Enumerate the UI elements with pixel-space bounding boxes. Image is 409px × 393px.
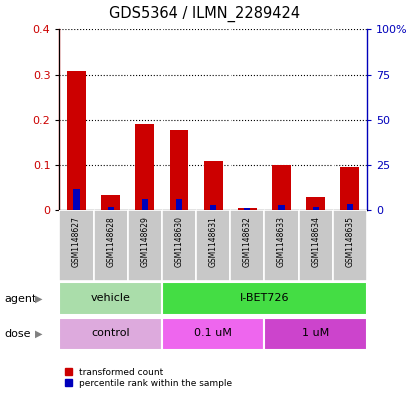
Bar (312, 207, 318, 210)
Bar (93, 210, 128, 281)
Bar (162, 318, 264, 350)
Text: GSM1148627: GSM1148627 (72, 216, 81, 267)
Bar (162, 210, 196, 281)
Bar (196, 210, 230, 281)
Bar (264, 210, 298, 281)
Text: ▶: ▶ (35, 329, 43, 339)
Text: dose: dose (4, 329, 31, 339)
Text: GSM1148633: GSM1148633 (276, 216, 285, 267)
Bar (175, 198, 182, 210)
Bar (169, 130, 188, 210)
Bar (101, 195, 120, 210)
Text: GSM1148629: GSM1148629 (140, 216, 149, 267)
Bar (237, 208, 256, 210)
Bar (128, 210, 162, 281)
Text: GSM1148630: GSM1148630 (174, 216, 183, 267)
Bar (73, 189, 79, 210)
Text: agent: agent (4, 294, 36, 304)
Bar (278, 205, 284, 210)
Text: GSM1148635: GSM1148635 (344, 216, 353, 267)
Text: 1 uM: 1 uM (301, 328, 328, 338)
Text: GSM1148634: GSM1148634 (310, 216, 319, 267)
Bar (59, 283, 162, 315)
Text: vehicle: vehicle (90, 293, 130, 303)
Bar (142, 198, 148, 210)
Bar (59, 318, 162, 350)
Bar (59, 210, 93, 281)
Bar (107, 207, 113, 210)
Bar (162, 283, 366, 315)
Text: GSM1148632: GSM1148632 (242, 216, 251, 267)
Text: I-BET726: I-BET726 (239, 293, 288, 303)
Bar (135, 124, 154, 210)
Text: ▶: ▶ (35, 294, 43, 304)
Bar (272, 165, 290, 210)
Text: GSM1148628: GSM1148628 (106, 216, 115, 267)
Bar (203, 160, 222, 210)
Legend: transformed count, percentile rank within the sample: transformed count, percentile rank withi… (64, 367, 233, 389)
Text: GSM1148631: GSM1148631 (208, 216, 217, 267)
Bar (332, 210, 366, 281)
Bar (339, 167, 358, 210)
Text: GDS5364 / ILMN_2289424: GDS5364 / ILMN_2289424 (109, 6, 300, 22)
Bar (298, 210, 332, 281)
Bar (346, 204, 352, 210)
Bar (230, 210, 264, 281)
Bar (306, 196, 324, 210)
Text: 0.1 uM: 0.1 uM (194, 328, 231, 338)
Text: control: control (91, 328, 130, 338)
Bar (264, 318, 366, 350)
Bar (67, 71, 86, 210)
Bar (209, 205, 216, 210)
Bar (244, 208, 250, 210)
